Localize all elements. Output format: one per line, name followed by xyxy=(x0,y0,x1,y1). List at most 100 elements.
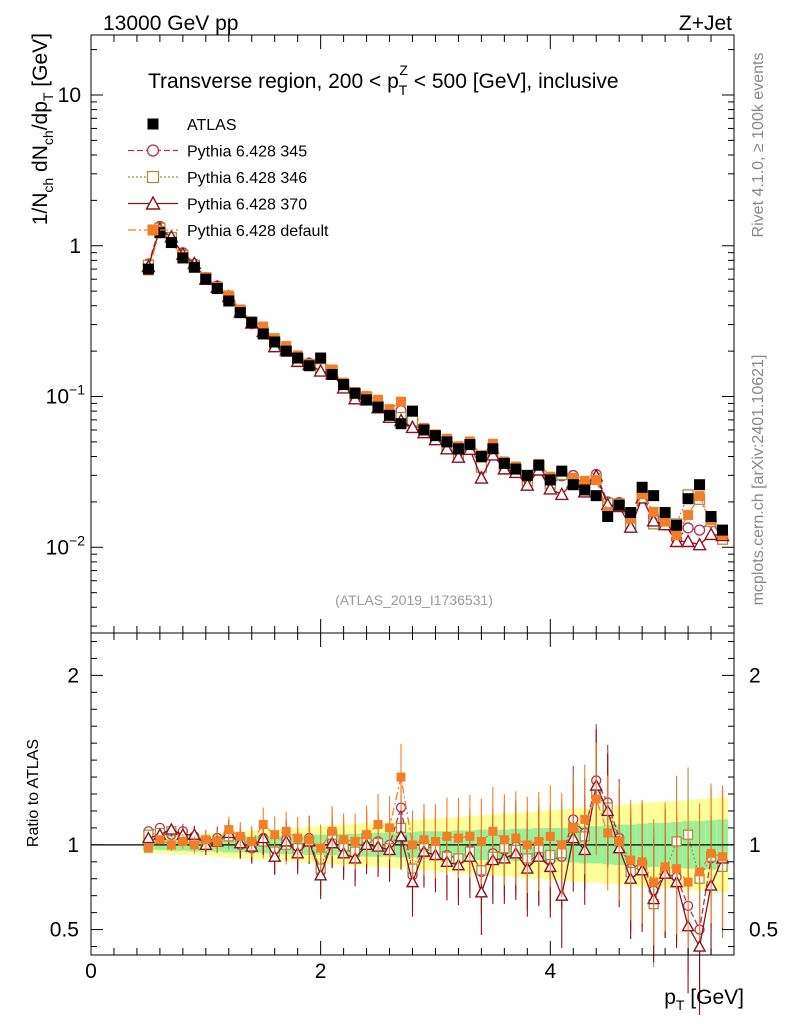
atlas-data-point xyxy=(498,457,510,469)
mc-point xyxy=(405,419,420,434)
atlas-data-point xyxy=(544,474,556,486)
mc-point xyxy=(520,477,535,491)
ratio-point xyxy=(394,829,408,842)
y-tick-label: 10 xyxy=(58,84,81,107)
ratio-point xyxy=(660,862,670,872)
ratio-point xyxy=(430,836,440,846)
atlas-data-point xyxy=(705,510,717,522)
atlas-data-point xyxy=(602,510,614,522)
ratio-point xyxy=(692,939,707,952)
atlas-data-point xyxy=(521,469,533,481)
mc-point xyxy=(579,475,590,486)
main-plot-marks xyxy=(141,220,730,551)
ylabel-b: dN xyxy=(29,145,52,178)
ratio-xlabel: pT [GeV] xyxy=(664,986,744,1013)
atlas-data-point xyxy=(223,295,235,307)
atlas-data-point xyxy=(590,490,602,502)
ratio-point xyxy=(614,836,624,846)
atlas-data-point xyxy=(533,459,545,471)
atlas-data-point xyxy=(694,479,706,491)
ratio-point xyxy=(499,835,509,845)
mc-point xyxy=(625,513,636,524)
ratio-y-tick-label: 0.5 xyxy=(50,919,79,942)
ratio-point xyxy=(235,831,245,841)
ratio-point xyxy=(511,833,521,843)
legend-label: Pythia 6.428 346 xyxy=(187,170,307,187)
mc-point xyxy=(485,447,501,461)
ratio-point xyxy=(224,825,234,835)
atlas-data-point xyxy=(407,405,418,417)
ratio-point xyxy=(706,848,716,858)
ratio-point xyxy=(474,885,489,898)
ratio-point xyxy=(580,814,590,824)
atlas-data-point xyxy=(338,379,350,391)
ratio-x-tick-label: 0 xyxy=(85,960,97,983)
legend-label: Pythia 6.428 370 xyxy=(187,197,307,214)
ratio-point xyxy=(718,852,728,862)
atlas-data-point xyxy=(671,519,683,531)
legend-marker xyxy=(147,118,159,130)
ratio-point xyxy=(164,822,179,835)
ylabel-a-sub: ch xyxy=(40,178,56,193)
atlas-data-point xyxy=(303,360,315,372)
atlas-data-point xyxy=(625,507,637,519)
mc-point xyxy=(439,441,455,455)
analysis-watermark: (ATLAS_2019_I1736531) xyxy=(335,592,493,608)
atlas-data-point xyxy=(475,451,487,463)
atlas-data-point xyxy=(395,418,407,430)
ratio-point xyxy=(476,836,486,846)
ratio-x-tick-label: 2 xyxy=(315,960,327,983)
ratio-point xyxy=(534,836,544,846)
atlas-data-point xyxy=(567,479,579,491)
title-sub: T xyxy=(399,82,408,98)
mc-point xyxy=(683,509,694,520)
mc-point xyxy=(693,524,706,536)
atlas-data-point xyxy=(269,336,281,348)
legend-marker xyxy=(146,144,160,157)
atlas-data-point xyxy=(200,273,212,285)
mc-point xyxy=(591,474,602,485)
atlas-data-point xyxy=(372,401,384,413)
ratio-point xyxy=(350,836,360,846)
ratio-y-tick-label-right: 2 xyxy=(749,664,761,687)
main-title: Transverse region, 200 < pTZ < 500 [GeV]… xyxy=(148,62,619,98)
atlas-data-point xyxy=(292,352,304,364)
ratio-point xyxy=(189,840,199,850)
atlas-data-point xyxy=(659,507,671,519)
ratio-point xyxy=(270,830,280,840)
ratio-point xyxy=(247,836,257,846)
ratio-point xyxy=(442,831,452,841)
mc-point xyxy=(692,537,707,551)
energy-label: 13000 GeV pp xyxy=(103,12,238,35)
ratio-point xyxy=(293,833,303,843)
atlas-data-point xyxy=(510,463,522,475)
ylabel-b-sub: ch xyxy=(40,130,56,145)
ratio-y-tick-label: 1 xyxy=(67,834,79,857)
ratio-y-tick-label: 2 xyxy=(67,664,79,687)
y-tick-base: 10 xyxy=(46,386,69,409)
y-tick-label: 1 xyxy=(69,235,81,258)
atlas-data-point xyxy=(648,490,660,502)
mc-point xyxy=(554,487,569,501)
ratio-panel: 0.5 0.5 1 1 2 2 0 2 4 Ratio to ATLAS pT [GeV] xyxy=(25,632,778,1015)
mc-point xyxy=(694,491,705,502)
atlas-data-point xyxy=(315,352,327,364)
ratio-point xyxy=(465,831,475,841)
mc-point xyxy=(682,522,694,534)
atlas-data-point xyxy=(257,328,269,340)
ratio-point xyxy=(141,831,156,844)
ratio-point xyxy=(408,840,417,850)
mc-point xyxy=(646,513,661,527)
atlas-data-point xyxy=(429,430,441,442)
legend-label: Pythia 6.428 default xyxy=(187,223,329,240)
atlas-data-point xyxy=(326,368,338,380)
title-sup: Z xyxy=(399,62,408,78)
y-tick-exp: −2 xyxy=(69,532,85,548)
mc-point xyxy=(671,530,682,541)
mc-point xyxy=(384,404,395,415)
atlas-data-point xyxy=(361,394,373,406)
legend-marker xyxy=(147,224,159,236)
